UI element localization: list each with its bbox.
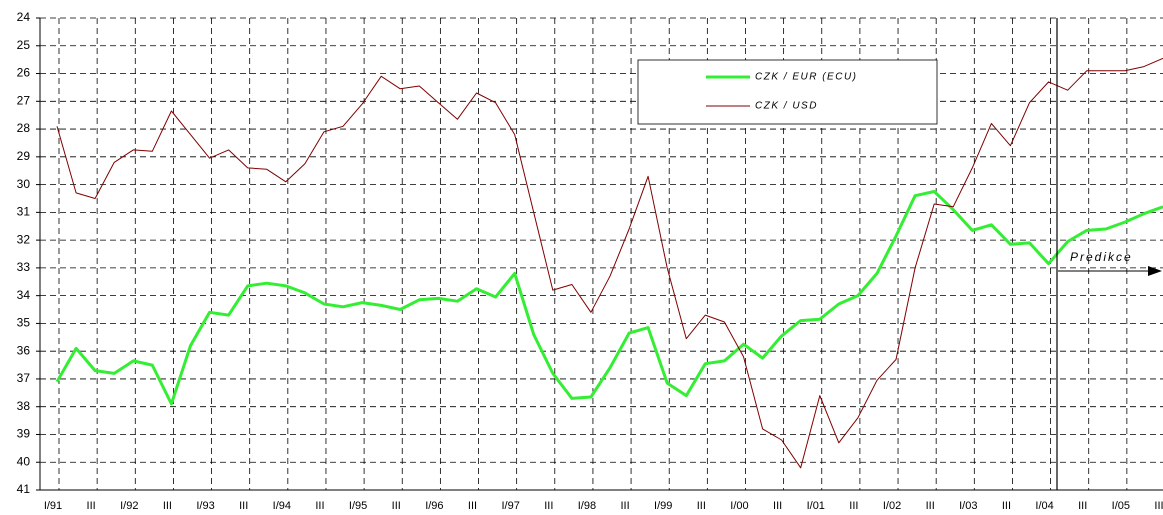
y-tick-label: 30 [17,177,31,191]
x-tick-label: III [773,500,782,512]
legend-entry: CZK / USD [706,101,818,112]
x-tick-label: III [239,500,248,512]
legend-entry: CZK / EUR (ECU) [706,72,858,83]
legend-label: CZK / EUR (ECU) [755,72,858,83]
series-line [55,190,1163,406]
x-tick-label: I/97 [501,500,519,512]
series-line [56,57,1163,469]
x-tick-label: III [849,500,858,512]
arrow-head [1148,266,1162,276]
x-tick-label: I/00 [730,500,748,512]
x-tick-label: I/99 [654,500,672,512]
x-tick-label: III [1002,500,1011,512]
x-tick-label: I/02 [883,500,901,512]
x-tick-label: I/91 [44,500,62,512]
y-tick-label: 28 [17,121,31,135]
y-tick-label: 34 [17,288,31,302]
legend [637,59,938,125]
x-tick-label: I/95 [349,500,367,512]
legend-label: CZK / USD [755,101,818,112]
x-tick-label: I/04 [1035,500,1053,512]
x-tick-label: III [697,500,706,512]
annotation: Predikce [1070,250,1133,264]
x-tick-label: I/94 [273,500,291,512]
x-tick-label: III [468,500,477,512]
y-tick-label: 29 [17,149,31,163]
y-tick-label: 41 [17,482,31,496]
y-tick-label: 40 [17,454,31,468]
x-tick-label: III [544,500,553,512]
y-tick-label: 27 [17,93,31,107]
y-tick-label: 33 [17,260,31,274]
y-tick-label: 32 [17,232,31,246]
y-tick-label: 36 [17,343,31,357]
y-tick-label: 37 [17,371,31,385]
y-tick-label: 25 [17,38,31,52]
x-tick-label: III [87,500,96,512]
x-tick-label: III [926,500,935,512]
y-tick-label: 35 [17,316,31,330]
y-tick-label: 39 [17,427,31,441]
y-tick-label: 24 [17,10,31,24]
x-tick-label: I/98 [578,500,596,512]
x-tick-label: I/03 [959,500,977,512]
y-tick-label: 31 [17,205,31,219]
y-tick-label: 38 [17,399,31,413]
x-tick-label: I/96 [425,500,443,512]
x-tick-label: III [1154,500,1163,512]
y-tick-label: 26 [17,66,31,80]
x-tick-label: III [315,500,324,512]
x-tick-label: I/92 [120,500,138,512]
x-tick-label: I/93 [196,500,214,512]
x-tick-label: III [392,500,401,512]
x-tick-label: III [163,500,172,512]
x-tick-label: I/01 [807,500,825,512]
x-tick-label: I/05 [1112,500,1130,512]
x-tick-label: III [1078,500,1087,512]
x-tick-label: III [620,500,629,512]
